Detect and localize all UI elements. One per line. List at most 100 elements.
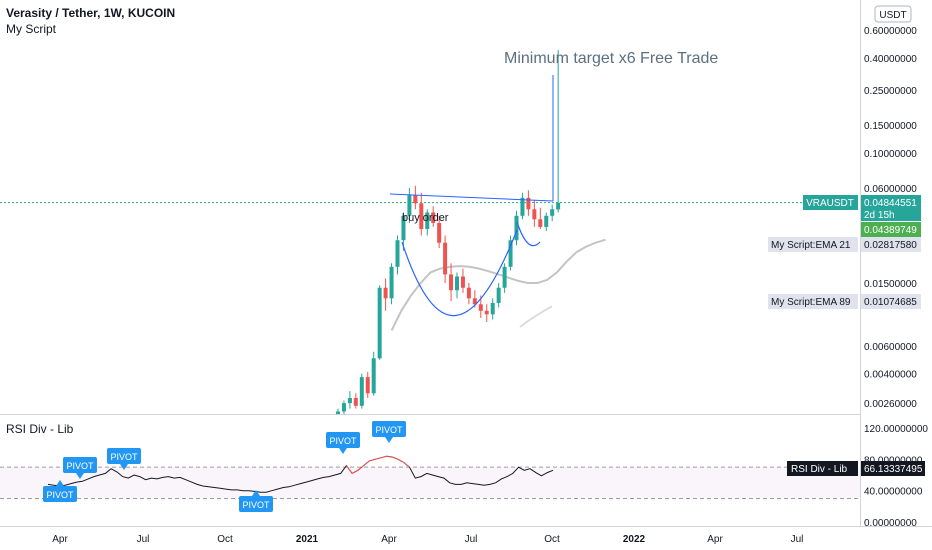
candle	[419, 203, 424, 229]
candle	[460, 276, 465, 288]
candle	[484, 310, 489, 315]
ema89-value-badge: 0.01074685	[861, 294, 921, 309]
candle	[550, 209, 555, 216]
candle	[520, 197, 525, 216]
candle	[514, 215, 519, 241]
svg-text:VRAUSDT: VRAUSDT	[806, 198, 854, 209]
candle	[407, 195, 412, 216]
pivot-label: PIVOT	[66, 461, 94, 471]
ema89-line[interactable]	[519, 305, 553, 328]
candle	[437, 223, 442, 243]
candle	[544, 215, 549, 227]
candle	[395, 240, 400, 267]
candle	[556, 202, 561, 210]
candle	[336, 411, 340, 414]
price-tick-label: 0.06000000	[864, 184, 917, 195]
price-tick-label: 0.01500000	[864, 279, 917, 290]
rsi-divergence-line[interactable]	[345, 455, 410, 475]
buy-order-annotation[interactable]: buy order	[402, 212, 449, 224]
price-tick-label: 0.10000000	[864, 149, 917, 160]
price-tick-label: 0.00260000	[864, 399, 917, 410]
candle	[508, 240, 513, 267]
neckline[interactable]	[389, 193, 554, 202]
last-price-badge: 0.04844551 2d 15h	[861, 195, 921, 221]
pivot-label: PIVOT	[329, 436, 357, 446]
candle	[341, 403, 346, 412]
candle	[347, 398, 352, 404]
time-tick-label: Oct	[217, 534, 233, 545]
pivot-marker[interactable]: PIVOT	[372, 421, 406, 443]
ema21-label-badge: My Script:EMA 21	[768, 237, 858, 252]
rsi-panel-title[interactable]: RSI Div - Lib	[6, 422, 74, 436]
time-tick-label: Jul	[465, 534, 478, 545]
time-tick-label: Oct	[544, 534, 560, 545]
rsi-value-badge: 66.13337495	[861, 461, 925, 476]
price-axis[interactable]: 0.60000000 0.40000000 0.25000000 0.15000000…	[864, 26, 917, 410]
rsi-label-badge: RSI Div - Lib	[787, 461, 858, 476]
candle	[401, 215, 406, 241]
pivot-marker[interactable]: PIVOT	[63, 457, 97, 479]
candle	[431, 212, 436, 224]
time-tick-label: 2022	[623, 534, 646, 545]
ema21-line[interactable]	[390, 238, 606, 331]
price-tick-label: 0.25000000	[864, 86, 917, 97]
candle	[532, 209, 537, 220]
pivot-marker[interactable]: PIVOT	[107, 448, 141, 470]
pivot-marker[interactable]: PIVOT	[239, 490, 273, 512]
candle	[526, 197, 531, 210]
currency-badge[interactable]: USDT	[874, 5, 912, 23]
rsi-line[interactable]	[47, 455, 554, 493]
candle	[359, 377, 364, 406]
svg-text:0.01074685: 0.01074685	[864, 297, 917, 308]
svg-text:RSI Div - Lib: RSI Div - Lib	[791, 464, 848, 475]
candle	[383, 287, 388, 299]
ema21-value-badge: 0.02817580	[861, 237, 921, 252]
rsi-tick-label: 80.00000000	[864, 455, 923, 466]
time-tick-label: Jul	[137, 534, 150, 545]
script-legend[interactable]: My Script	[6, 22, 57, 36]
time-tick-label: Apr	[52, 534, 68, 545]
handle-pattern-curve[interactable]	[516, 221, 541, 247]
countdown-value: 2d 15h	[864, 210, 895, 221]
symbol-badge: VRAUSDT	[803, 195, 858, 210]
last-price-value: 0.04844551	[864, 198, 917, 209]
time-axis[interactable]: Apr Jul Oct 2021 Apr Jul Oct 2022 Apr Jul	[52, 534, 803, 545]
candle	[377, 287, 382, 359]
ema89-label-badge: My Script:EMA 89	[768, 294, 858, 309]
candle	[413, 195, 418, 204]
rsi-tick-label: 40.00000000	[864, 487, 923, 498]
candle	[371, 358, 376, 394]
time-tick-label: Apr	[381, 534, 397, 545]
candle	[443, 242, 448, 275]
pivot-label: PIVOT	[242, 500, 270, 510]
time-tick-label: Jul	[791, 534, 804, 545]
rsi-tick-label: 0.00000000	[864, 518, 917, 529]
open-price-badge: 0.04389749	[861, 222, 921, 237]
candle	[478, 304, 483, 311]
price-tick-label: 0.60000000	[864, 26, 917, 37]
candle	[472, 298, 477, 305]
target-annotation[interactable]: Minimum target x6 Free Trade	[504, 50, 718, 67]
svg-text:0.02817580: 0.02817580	[864, 240, 917, 251]
candle	[502, 266, 507, 288]
rsi-tick-label: 120.00000000	[864, 424, 928, 435]
pivot-marker[interactable]: PIVOT	[326, 432, 360, 454]
time-tick-label: Apr	[707, 534, 723, 545]
candle	[538, 219, 543, 227]
svg-text:0.04389749: 0.04389749	[864, 225, 917, 236]
rsi-band-fill	[0, 467, 860, 499]
candle	[455, 276, 459, 291]
candle	[466, 287, 471, 299]
rsi-axis[interactable]: 120.00000000 80.00000000 40.00000000 0.0000…	[864, 424, 928, 529]
pivot-marker[interactable]: PIVOT	[43, 480, 77, 502]
candlestick-series[interactable]	[336, 49, 561, 414]
candle	[496, 287, 501, 304]
pivot-label: PIVOT	[110, 452, 138, 462]
candle	[425, 212, 430, 229]
chart-title[interactable]: Verasity / Tether, 1W, KUCOIN	[6, 6, 176, 20]
svg-text:My Script:EMA 89: My Script:EMA 89	[771, 297, 851, 308]
pivot-label: PIVOT	[375, 425, 403, 435]
svg-text:My Script:EMA 21: My Script:EMA 21	[771, 240, 851, 251]
cup-pattern-curve[interactable]	[401, 229, 518, 317]
